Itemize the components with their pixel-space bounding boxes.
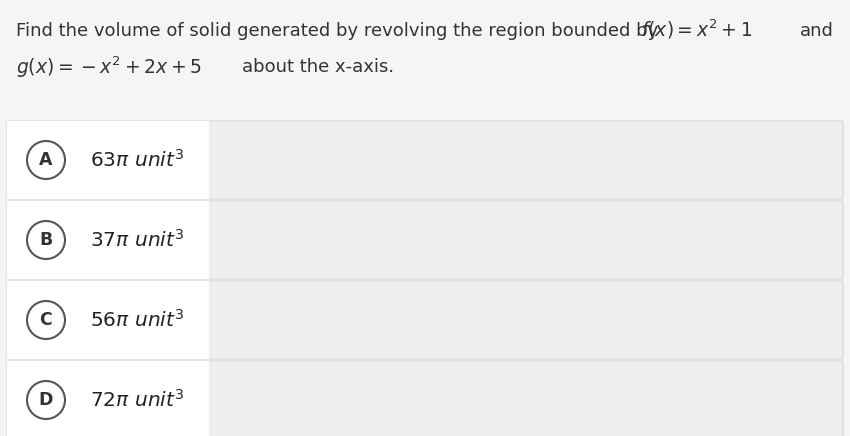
Text: $\mathit{56\pi\ unit^3}$: $\mathit{56\pi\ unit^3}$	[90, 309, 184, 331]
Text: B: B	[39, 231, 53, 249]
Text: $\mathit{g(x)}=-x^2+2x+5$: $\mathit{g(x)}=-x^2+2x+5$	[16, 54, 201, 79]
Text: and: and	[800, 22, 834, 40]
FancyBboxPatch shape	[7, 281, 843, 359]
Text: about the x-axis.: about the x-axis.	[242, 58, 394, 76]
Text: D: D	[39, 391, 54, 409]
Text: $\mathit{f(x)}=x^2+1$: $\mathit{f(x)}=x^2+1$	[641, 18, 752, 41]
Text: A: A	[39, 151, 53, 169]
Text: $\mathit{72\pi\ unit^3}$: $\mathit{72\pi\ unit^3}$	[90, 389, 184, 411]
Circle shape	[27, 141, 65, 179]
Text: $\mathit{63\pi\ unit^3}$: $\mathit{63\pi\ unit^3}$	[90, 149, 184, 171]
FancyBboxPatch shape	[7, 121, 209, 199]
FancyBboxPatch shape	[7, 201, 843, 279]
FancyBboxPatch shape	[7, 201, 209, 279]
Text: C: C	[40, 311, 53, 329]
Text: $\mathit{37\pi\ unit^3}$: $\mathit{37\pi\ unit^3}$	[90, 229, 184, 251]
Circle shape	[27, 301, 65, 339]
FancyBboxPatch shape	[7, 361, 843, 436]
Circle shape	[27, 221, 65, 259]
FancyBboxPatch shape	[7, 361, 209, 436]
Circle shape	[27, 381, 65, 419]
FancyBboxPatch shape	[7, 281, 209, 359]
FancyBboxPatch shape	[7, 121, 843, 199]
Text: Find the volume of solid generated by revolving the region bounded by: Find the volume of solid generated by re…	[16, 22, 664, 40]
